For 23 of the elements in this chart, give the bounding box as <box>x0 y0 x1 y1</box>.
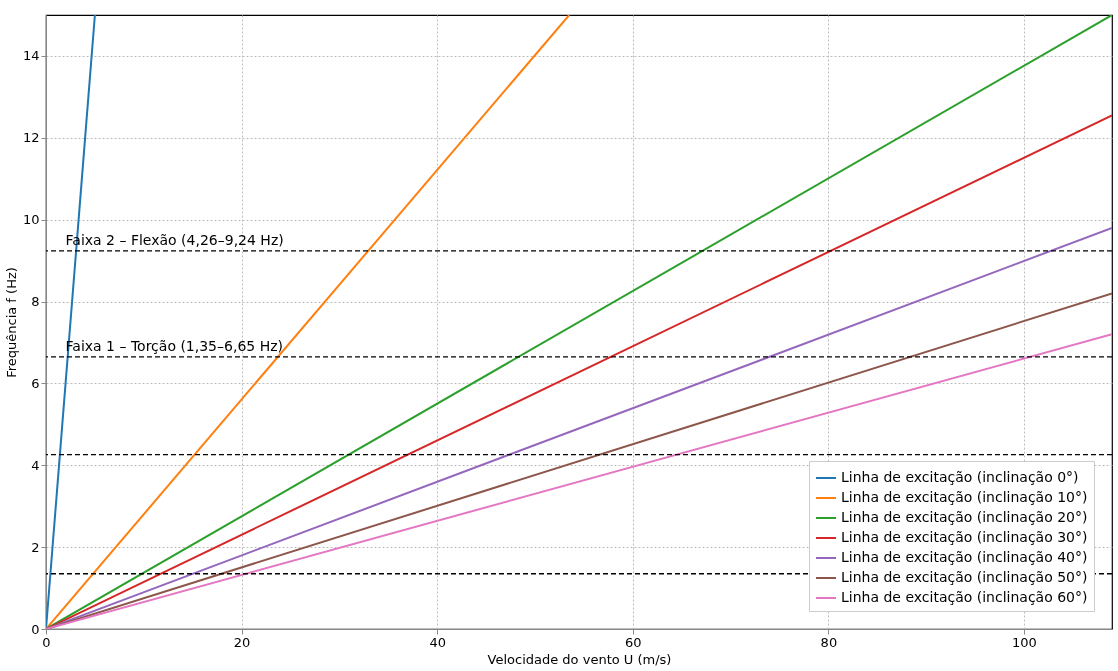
x-axis-title: Velocidade do vento U (m/s) <box>487 651 672 667</box>
y-axis-title: Frequência f (Hz) <box>3 267 19 378</box>
y-tick-label: 0 <box>31 621 40 637</box>
y-tick-label: 8 <box>31 294 40 310</box>
y-tick-label: 4 <box>31 457 40 473</box>
legend-label: Linha de excitação (inclinação 60°) <box>841 589 1088 605</box>
x-tick-label: 100 <box>1012 634 1037 650</box>
legend-label: Linha de excitação (inclinação 50°) <box>841 569 1088 585</box>
x-tick-label: 0 <box>42 634 51 650</box>
x-tick-label: 40 <box>429 634 446 650</box>
y-tick-label: 14 <box>22 48 40 64</box>
x-tick-label: 20 <box>233 634 251 650</box>
legend-label: Linha de excitação (inclinação 40°) <box>841 549 1088 565</box>
y-tick-label: 2 <box>31 539 40 555</box>
legend-label: Linha de excitação (inclinação 0°) <box>841 469 1079 485</box>
y-tick-label: 10 <box>22 212 40 228</box>
y-tick-label: 12 <box>22 130 40 146</box>
legend-label: Linha de excitação (inclinação 30°) <box>841 529 1088 545</box>
legend-label: Linha de excitação (inclinação 20°) <box>841 509 1088 525</box>
y-tick-label: 6 <box>31 375 40 391</box>
x-tick-label: 80 <box>820 634 838 650</box>
legend-label: Linha de excitação (inclinação 10°) <box>841 489 1088 505</box>
x-tick-label: 60 <box>625 634 642 650</box>
